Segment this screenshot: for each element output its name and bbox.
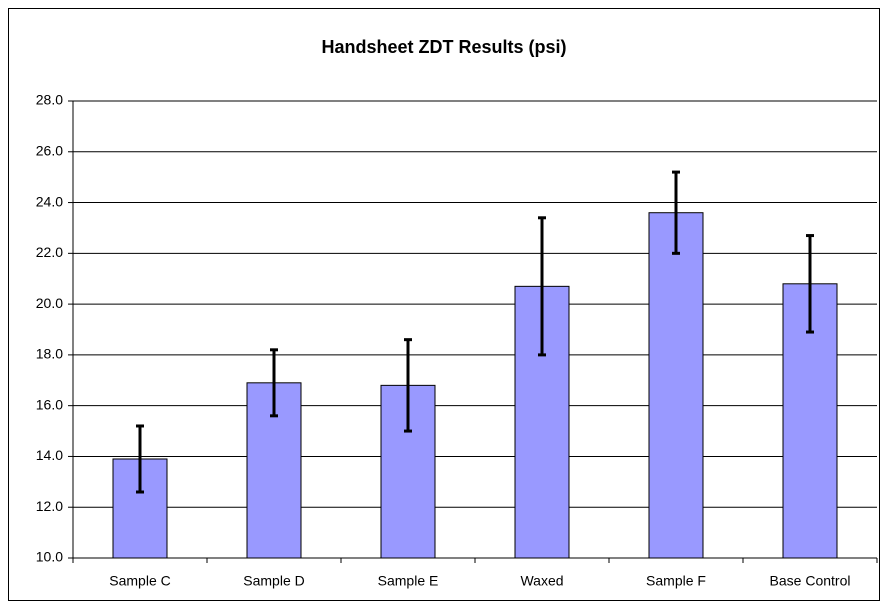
bar: [648, 212, 704, 559]
y-tick-label: 24.0: [36, 193, 63, 209]
y-tick-label: 26.0: [36, 142, 63, 158]
y-tick-label: 22.0: [36, 244, 63, 260]
x-tick-label: Base Control: [770, 573, 851, 589]
x-tick-label: Sample F: [646, 573, 706, 589]
y-tick-label: 12.0: [36, 498, 63, 514]
x-tick-label: Sample E: [378, 573, 439, 589]
y-tick-label: 20.0: [36, 295, 63, 311]
y-tick-label: 18.0: [36, 346, 63, 362]
y-tick-label: 28.0: [36, 92, 63, 108]
y-tick-label: 14.0: [36, 447, 63, 463]
y-tick-label: 16.0: [36, 396, 63, 412]
chart-title: Handsheet ZDT Results (psi): [321, 37, 566, 57]
x-tick-label: Sample D: [243, 573, 304, 589]
y-tick-label: 10.0: [36, 549, 63, 565]
x-tick-label: Waxed: [520, 573, 563, 589]
x-tick-label: Sample C: [109, 573, 170, 589]
